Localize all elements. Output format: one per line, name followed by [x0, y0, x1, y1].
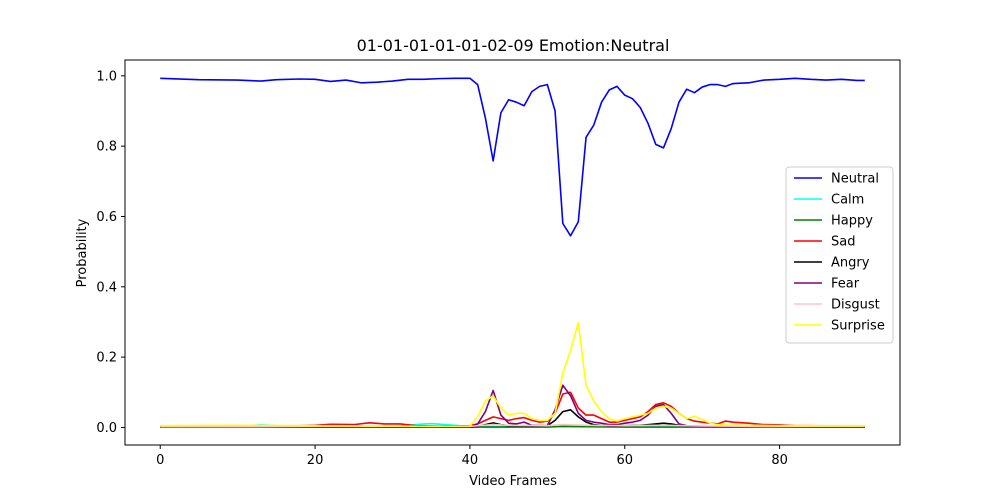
legend-label-calm: Calm	[831, 193, 864, 208]
y-tick-label: 0.2	[96, 351, 117, 366]
legend-label-fear: Fear	[831, 277, 860, 292]
y-axis-label: Probability	[75, 218, 90, 287]
x-tick-label: 0	[156, 453, 164, 468]
chart-title: 01-01-01-01-01-02-09 Emotion:Neutral	[357, 36, 670, 55]
x-tick-label: 60	[616, 453, 633, 468]
series-line-surprise	[160, 321, 865, 428]
axes-frame	[124, 59, 901, 446]
y-tick-label: 0.4	[96, 280, 117, 295]
series-line-neutral	[160, 77, 865, 237]
legend-label-angry: Angry	[831, 256, 870, 271]
y-tick-label: 0.8	[96, 140, 117, 155]
series-line-sad	[160, 391, 865, 428]
legend: Neutral Calm Happy Sad Angry Fear Disgust Surpr…	[785, 166, 894, 344]
plot-area	[160, 77, 865, 428]
y-tick-label: 0.0	[96, 421, 117, 436]
legend-label-happy: Happy	[831, 214, 873, 229]
y-tick-label: 0.6	[96, 210, 117, 225]
x-axis-label: Video Frames	[469, 474, 557, 489]
legend-label-neutral: Neutral	[831, 172, 879, 187]
y-tick-label: 1.0	[96, 69, 117, 84]
legend-label-disgust: Disgust	[831, 298, 880, 313]
y-axis-ticks: 0.0 0.2 0.4 0.6 0.8 1.0	[96, 69, 125, 436]
x-tick-label: 20	[307, 453, 324, 468]
x-tick-label: 40	[462, 453, 479, 468]
legend-label-sad: Sad	[831, 235, 855, 250]
x-axis-ticks: 0 20 40 60 80	[156, 445, 788, 468]
x-tick-label: 80	[771, 453, 788, 468]
legend-box	[785, 166, 894, 344]
legend-label-surprise: Surprise	[831, 319, 885, 334]
